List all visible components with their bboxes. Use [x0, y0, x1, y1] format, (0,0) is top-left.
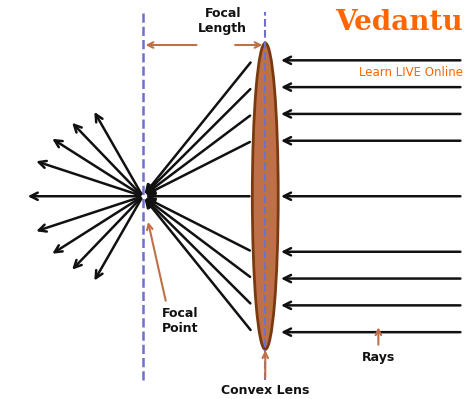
- Text: Convex Lens: Convex Lens: [221, 384, 310, 397]
- Ellipse shape: [252, 43, 278, 350]
- Text: Learn LIVE Online: Learn LIVE Online: [359, 66, 463, 79]
- Text: Focal
Point: Focal Point: [162, 307, 199, 335]
- Text: Vedantu: Vedantu: [336, 9, 463, 36]
- Text: Rays: Rays: [362, 351, 395, 364]
- Text: Focal
Length: Focal Length: [198, 8, 247, 36]
